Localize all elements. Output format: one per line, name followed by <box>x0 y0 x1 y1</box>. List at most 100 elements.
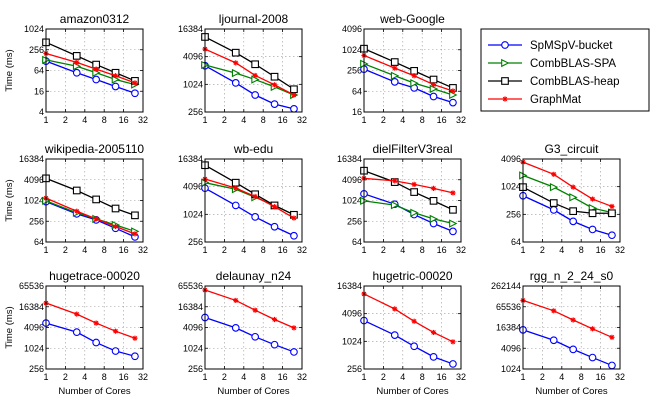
data-point <box>252 307 258 313</box>
data-point <box>609 203 615 210</box>
x-tick-label: 32 <box>138 115 148 125</box>
data-point <box>270 222 279 231</box>
data-point <box>430 329 437 336</box>
data-point <box>72 328 81 337</box>
y-tick-label: 1024 <box>24 196 44 206</box>
chart-g3-circuit: 1 2 4 8 16 32 64 256 1024 4096 G3_circuit <box>501 142 625 255</box>
series-spmspv-bucket <box>360 316 457 368</box>
series-combblas-heap <box>201 33 298 94</box>
series-graphmat <box>43 300 138 341</box>
y-tick-label: 16384 <box>19 302 44 312</box>
data-point <box>392 178 398 184</box>
y-tick-label: 16384 <box>178 24 203 34</box>
axes-frame <box>363 285 462 370</box>
chart-title: wb-edu <box>233 142 273 156</box>
y-tick-label: 4096 <box>342 175 362 185</box>
x-tick-label: 8 <box>261 372 266 382</box>
data-point <box>549 182 559 192</box>
y-tick-label: 16384 <box>337 281 362 291</box>
legend-marker <box>502 96 508 102</box>
x-tick-label: 4 <box>241 245 246 255</box>
chart-title: amazon0312 <box>60 12 130 26</box>
data-point <box>231 201 240 210</box>
chart-amazon0312: 1 2 4 8 16 32 4 16 64 256 1024 amazon0312 Time (ms) <box>4 12 148 125</box>
chart-title: G3_circuit <box>544 142 599 156</box>
data-point <box>588 209 597 218</box>
y-tick-label: 1024 <box>342 45 362 55</box>
data-point <box>290 348 298 356</box>
x-tick-label: 16 <box>437 372 447 382</box>
data-point <box>551 171 557 177</box>
data-point <box>429 197 438 205</box>
data-point <box>449 219 458 228</box>
data-point <box>132 335 138 341</box>
data-point <box>132 231 138 237</box>
y-tick-label: 1024 <box>183 343 203 353</box>
chart-title: web-Google <box>379 12 445 26</box>
chart-title: wikipedia-2005110 <box>44 142 145 156</box>
data-point <box>93 66 99 72</box>
y-tick-label: 1024 <box>183 79 203 89</box>
data-point <box>411 181 417 188</box>
x-tick-label: 2 <box>381 245 386 255</box>
x-tick-label: 4 <box>559 245 564 255</box>
data-point <box>72 186 81 195</box>
data-point <box>390 200 400 210</box>
legend: SpMSpV-bucket CombBLAS-SPA CombBLAS-heap Gr… <box>480 28 650 112</box>
x-tick-label: 16 <box>437 115 447 125</box>
y-tick-label: 64 <box>34 66 44 76</box>
data-point <box>270 340 279 349</box>
x-tick-label: 32 <box>297 245 307 255</box>
data-point <box>392 65 398 71</box>
y-axis-label: Time (ms) <box>4 179 15 221</box>
x-tick-label: 1 <box>361 372 366 382</box>
x-tick-label: 2 <box>63 245 68 255</box>
axes-frame <box>45 285 144 370</box>
data-point <box>410 342 418 351</box>
chart-title: delaunay_n24 <box>216 269 292 283</box>
x-tick-label: 2 <box>222 115 227 125</box>
data-point <box>569 193 578 202</box>
y-tick-label: 256 <box>506 209 521 219</box>
x-tick-label: 4 <box>400 372 405 382</box>
x-tick-label: 16 <box>119 245 129 255</box>
data-point <box>410 78 419 88</box>
data-point <box>93 320 99 326</box>
data-point <box>608 361 616 370</box>
axes-frame <box>204 285 303 370</box>
x-tick-label: 32 <box>138 372 148 382</box>
y-tick-label: 16384 <box>19 154 44 164</box>
axes-frame <box>204 158 303 243</box>
x-tick-label: 16 <box>119 372 129 382</box>
x-tick-label: 4 <box>82 115 87 125</box>
data-point <box>609 334 615 340</box>
y-tick-label: 16 <box>352 107 362 117</box>
data-point <box>132 80 138 86</box>
x-tick-label: 8 <box>579 372 584 382</box>
y-tick-label: 65536 <box>178 281 203 291</box>
data-point <box>429 214 439 224</box>
legend-marker <box>501 77 509 85</box>
x-tick-label: 32 <box>615 372 625 382</box>
y-tick-label: 4096 <box>24 323 44 333</box>
data-point <box>390 58 399 66</box>
data-point <box>290 104 298 113</box>
y-tick-label: 1024 <box>24 343 44 353</box>
x-tick-label: 32 <box>615 245 625 255</box>
x-tick-label: 8 <box>102 115 107 125</box>
data-point <box>570 184 576 190</box>
y-tick-label: 4096 <box>501 154 521 164</box>
x-tick-label: 1 <box>202 372 207 382</box>
axes-frame <box>45 158 144 243</box>
y-tick-label: 65536 <box>496 302 521 312</box>
data-point <box>569 345 577 354</box>
y-tick-label: 16384 <box>337 154 362 164</box>
data-point <box>589 196 596 202</box>
data-point <box>270 100 279 108</box>
data-point <box>588 353 597 362</box>
y-tick-label: 4096 <box>183 52 203 62</box>
data-point <box>231 324 240 332</box>
data-point <box>549 206 558 214</box>
x-tick-label: 4 <box>559 372 564 382</box>
y-tick-label: 4096 <box>183 182 203 192</box>
